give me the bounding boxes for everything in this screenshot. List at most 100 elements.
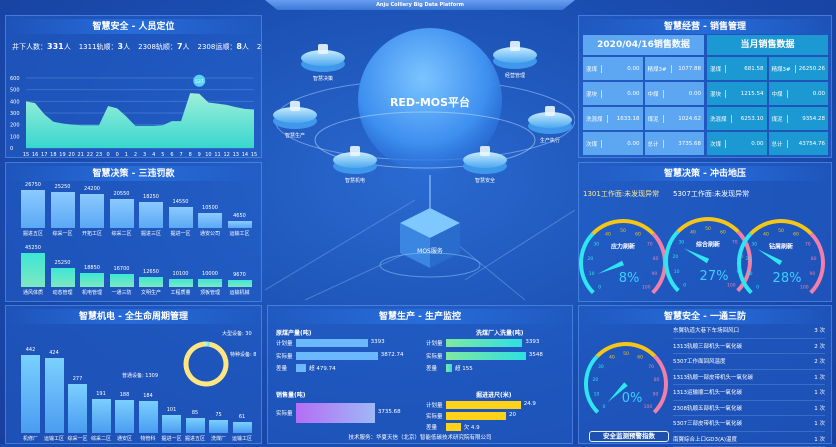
bar-category-label: 顶板管理	[196, 289, 225, 296]
y-tick-label: 0	[10, 146, 13, 152]
gauge-tick-label: 50	[705, 226, 711, 232]
bar	[169, 279, 193, 287]
bar-value-label: 10500	[196, 205, 225, 211]
bar-category-label: 通安区	[113, 435, 136, 442]
node-icon	[510, 41, 520, 51]
production-row-value: 20	[509, 412, 516, 418]
node-icon	[350, 146, 360, 156]
gauge-tick-label: 0	[603, 404, 606, 410]
bar	[51, 192, 75, 228]
production-group-title: 销售量(吨)	[276, 390, 306, 399]
bar	[233, 422, 252, 433]
gauge-tick-label: 30	[598, 364, 604, 370]
gauge-tick-label: 10	[747, 271, 753, 277]
personnel-stat: 1311轨顺：3人	[79, 43, 130, 51]
bar	[139, 401, 158, 433]
pressure-panel: 智慧决策 - 冲击地压 1301工作面:未发现异常 5307工作面:未发现异常 …	[578, 162, 832, 302]
y-tick-label: 500	[10, 88, 20, 94]
node-label: 智慧机电	[345, 177, 365, 184]
gauge-tick-label: 40	[763, 232, 769, 238]
alarm-location: 5307三部皮带机头一氧化碳	[673, 419, 742, 427]
platform-diagram: RED-MOS平台 MOS服务 智慧决策经营管理智慧生产生产执行智慧机电智慧安全	[265, 10, 575, 302]
bar-value-label: 25250	[48, 260, 77, 266]
bar	[110, 274, 134, 287]
bar	[209, 420, 228, 433]
production-row-label: 差量	[426, 423, 437, 431]
sales-item-name: 洗混煤	[586, 115, 608, 123]
node-label: 生产执行	[540, 137, 560, 144]
bar-value-label: 14550	[166, 199, 195, 205]
gauge-tick-label: 70	[647, 242, 653, 248]
stat-unit: 人	[123, 43, 130, 51]
x-tick-label: 21	[78, 152, 84, 158]
gauge-tick-label: 50	[778, 228, 784, 234]
production-bar	[446, 364, 452, 372]
sales-cell: 精煤3#26250.26	[769, 57, 829, 80]
x-tick-label: 16	[32, 152, 38, 158]
bar-category-label: 工程质量	[166, 289, 195, 296]
gauge-tick-label: 70	[732, 240, 738, 246]
gauge-tick-label: 10	[674, 269, 680, 275]
bar-value-label: 10100	[166, 271, 195, 277]
sales-item-name: 总计	[772, 140, 788, 148]
alarm-count: 2 次	[814, 342, 825, 350]
bar	[162, 415, 181, 433]
x-tick-label: 9	[198, 152, 201, 158]
bar	[139, 277, 163, 287]
x-tick-label: 13	[233, 152, 239, 158]
safety-index-button[interactable]: 安全监测预警指数	[589, 431, 669, 442]
gauge-tick-label: 0	[756, 284, 759, 290]
gauge-tick-label: 20	[588, 256, 594, 262]
gauge-arc	[653, 234, 665, 293]
gauge-tick-label: 60	[793, 232, 799, 238]
bar	[92, 399, 111, 433]
alarm-count: 2 次	[814, 357, 825, 365]
production-row-value: 3548	[529, 352, 543, 358]
production-row-value: 3735.68	[378, 409, 401, 415]
platform-node: 经营管理	[493, 41, 537, 79]
gauge-tick-label: 30	[593, 242, 599, 248]
gauge-arc	[586, 356, 598, 412]
personnel-stat: 2309	[257, 43, 262, 51]
stat-unit: 人	[64, 43, 71, 51]
sales-item-name: 中煤	[772, 90, 788, 98]
sales-item-value: 1024.62	[678, 116, 701, 122]
alarm-location: 1313运输顺二机头一氧化碳	[673, 388, 742, 396]
node-icon	[480, 146, 490, 156]
sales-item-name: 总计	[648, 140, 664, 148]
bar-value-label: 10000	[196, 271, 225, 277]
header-title: Anju Colliery Big Data Platform	[265, 0, 575, 10]
sales-item-value: 0.00	[689, 91, 701, 97]
bar-value-label: 442	[19, 347, 42, 353]
sales-item-name: 混煤	[710, 65, 726, 73]
gauge-tick-label: 50	[623, 351, 629, 357]
sales-item-name: 精煤3#	[648, 65, 672, 73]
bar	[80, 194, 104, 228]
bar-value-label: 26750	[19, 182, 48, 188]
bar-category-label: 掘进五区	[19, 230, 48, 237]
gauge-tick-label: 20	[593, 377, 599, 383]
y-tick-label: 200	[10, 123, 20, 129]
bar-category-label: 掘进一区	[166, 230, 195, 237]
bar-value-label: 424	[43, 350, 66, 356]
gauge-tick-label: 40	[605, 232, 611, 238]
gauge-tick-label: 0	[683, 282, 686, 288]
platform-node: 智慧机电	[333, 146, 377, 184]
sales-item-value: 26250.26	[799, 66, 825, 72]
gauge-tick-label: 30	[678, 240, 684, 246]
bar-category-label: 机修厂	[19, 435, 42, 442]
